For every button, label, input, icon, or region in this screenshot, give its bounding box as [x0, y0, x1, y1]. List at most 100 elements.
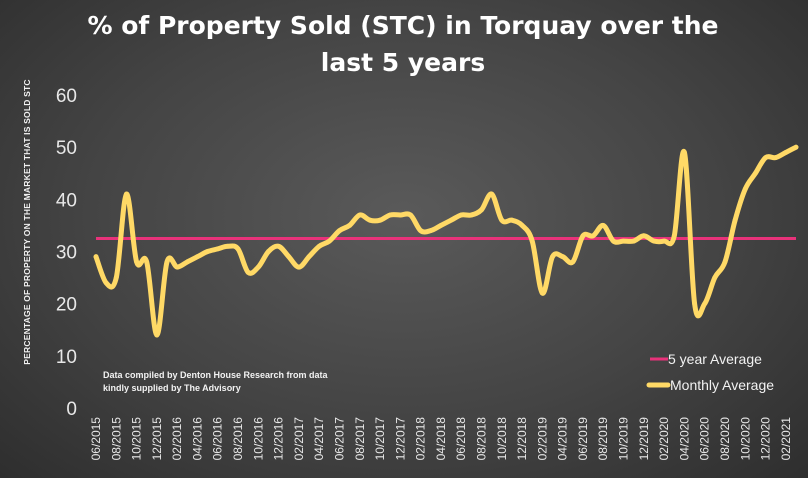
data-point-monthly-average: [753, 170, 758, 176]
data-point-monthly-average: [458, 212, 464, 218]
data-point-monthly-average: [469, 212, 474, 218]
data-point-monthly-average: [286, 254, 292, 260]
data-point-monthly-average: [692, 301, 697, 307]
x-tick-labels: 06/2015 08/2015 10/2015 12/2015 02/2016 04/20…: [89, 417, 793, 461]
data-point-monthly-average: [763, 155, 768, 161]
data-point-monthly-average: [124, 191, 129, 197]
data-point-monthly-average: [113, 275, 119, 280]
chart-title-line-1: % of Property Sold (STC) in Torquay over…: [87, 11, 718, 40]
series-layer: [93, 144, 799, 338]
data-point-monthly-average: [418, 228, 423, 234]
data-point-monthly-average: [93, 254, 99, 260]
data-point-monthly-average: [408, 212, 413, 218]
x-tick-label: 06/2017: [332, 417, 346, 461]
x-tick-label: 12/2019: [637, 417, 651, 461]
data-point-monthly-average: [215, 246, 221, 252]
data-point-monthly-average: [499, 217, 505, 223]
data-point-monthly-average: [712, 275, 718, 280]
data-point-monthly-average: [438, 223, 444, 228]
data-point-monthly-average: [184, 259, 190, 265]
data-point-monthly-average: [722, 259, 728, 265]
data-point-monthly-average: [519, 223, 525, 228]
x-tick-label: 12/2017: [393, 417, 407, 461]
data-point-monthly-average: [509, 217, 515, 223]
x-tick-label: 10/2015: [130, 417, 144, 461]
data-point-monthly-average: [296, 264, 302, 270]
data-point-monthly-average: [245, 270, 251, 275]
y-tick-label: 40: [56, 190, 77, 211]
y-tick-label: 20: [56, 295, 77, 316]
x-tick-label: 08/2018: [475, 417, 489, 461]
x-tick-label: 10/2018: [495, 417, 509, 461]
data-point-monthly-average: [347, 223, 352, 228]
x-tick-label: 04/2018: [434, 417, 448, 461]
data-point-monthly-average: [560, 254, 566, 260]
y-tick-label: 50: [56, 138, 77, 159]
y-axis-label: PERCENTAGE OF PROPERTY ON THE MARKET THA…: [22, 79, 32, 364]
data-point-monthly-average: [205, 249, 211, 254]
x-tick-label: 12/2015: [150, 417, 164, 461]
x-tick-label: 08/2017: [353, 417, 367, 461]
x-tick-label: 10/2020: [738, 417, 752, 461]
data-point-monthly-average: [276, 243, 281, 249]
x-tick-label: 10/2016: [251, 417, 265, 461]
x-tick-label: 04/2020: [677, 417, 691, 461]
x-tick-label: 06/2020: [698, 417, 712, 461]
data-point-monthly-average: [540, 290, 545, 296]
data-point-monthly-average: [580, 233, 586, 239]
data-point-monthly-average: [702, 301, 708, 307]
data-point-monthly-average: [489, 191, 495, 197]
data-point-monthly-average: [235, 246, 241, 252]
x-tick-label: 08/2016: [231, 417, 245, 461]
x-tick-label: 02/2020: [657, 417, 671, 461]
data-point-monthly-average: [682, 150, 687, 155]
x-tick-label: 12/2016: [272, 417, 286, 461]
data-point-monthly-average: [611, 238, 616, 244]
x-tick-label: 02/2019: [535, 417, 549, 461]
data-point-monthly-average: [651, 238, 657, 244]
data-point-monthly-average: [570, 259, 576, 265]
data-point-monthly-average: [306, 254, 312, 260]
data-point-monthly-average: [134, 259, 140, 265]
data-point-monthly-average: [621, 238, 626, 244]
data-point-monthly-average: [225, 243, 231, 249]
data-point-monthly-average: [773, 155, 779, 161]
legend-label-5-year-average: 5 year Average: [668, 351, 762, 367]
x-tick-label: 06/2019: [576, 417, 590, 461]
data-point-monthly-average: [661, 238, 667, 244]
data-point-monthly-average: [732, 217, 738, 223]
data-point-monthly-average: [195, 254, 200, 260]
x-tick-label: 12/2018: [515, 417, 529, 461]
x-tick-label: 02/2016: [170, 417, 184, 461]
y-tick-label: 60: [56, 86, 77, 107]
data-point-monthly-average: [266, 249, 271, 254]
data-point-monthly-average: [103, 280, 109, 286]
data-point-monthly-average: [600, 223, 606, 228]
data-point-monthly-average: [529, 238, 535, 244]
data-point-monthly-average: [428, 228, 434, 234]
data-point-monthly-average: [174, 264, 180, 270]
data-point-monthly-average: [397, 212, 403, 218]
data-point-monthly-average: [367, 217, 373, 223]
legend-label-monthly-average: Monthly Average: [670, 377, 774, 393]
data-point-monthly-average: [479, 207, 484, 213]
data-point-monthly-average: [326, 238, 332, 244]
y-tick-labels: 0 10 20 30 40 50 60: [56, 86, 77, 420]
x-tick-label: 10/2017: [373, 417, 387, 461]
data-point-monthly-average: [377, 217, 383, 223]
data-point-monthly-average: [144, 259, 150, 265]
data-point-monthly-average: [154, 332, 160, 338]
y-tick-label: 0: [66, 399, 77, 420]
series-line-monthly-average: [93, 144, 799, 338]
data-point-monthly-average: [641, 233, 647, 239]
source-note-line-1: Data compiled by Denton House Research f…: [103, 370, 329, 380]
chart-title-line-2: last 5 years: [321, 48, 485, 77]
data-point-monthly-average: [387, 212, 393, 218]
x-tick-label: 12/2020: [759, 417, 773, 461]
data-point-monthly-average: [316, 243, 322, 249]
data-point-monthly-average: [590, 233, 596, 239]
x-tick-label: 08/2015: [109, 417, 123, 461]
y-tick-label: 10: [56, 347, 77, 368]
